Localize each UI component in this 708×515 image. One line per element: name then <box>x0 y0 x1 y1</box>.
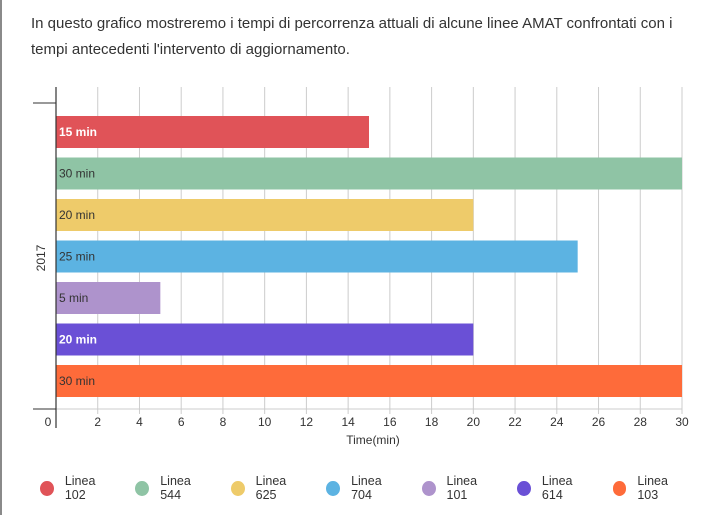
legend-label: Linea 614 <box>541 474 573 502</box>
bar-value-label: 20 min <box>59 333 97 347</box>
x-tick-label: 2 <box>94 415 101 429</box>
x-tick-label: 30 <box>675 415 689 429</box>
legend-swatch <box>421 480 436 496</box>
legend-item: Linea 101 <box>421 474 497 502</box>
legend-label: Linea 102 <box>64 474 96 502</box>
legend-label: Linea 101 <box>446 474 478 502</box>
bar-value-label: 30 min <box>59 167 95 181</box>
y-category-label: 2017 <box>34 244 48 271</box>
legend-item: Linea 625 <box>230 474 306 502</box>
legend-item: Linea 614 <box>517 474 592 502</box>
bar-value-label: 15 min <box>59 125 97 139</box>
bar-linea-544 <box>56 157 682 190</box>
bar-linea-103 <box>56 365 682 397</box>
x-tick-label: 26 <box>592 415 606 429</box>
x-axis-title: Time(min) <box>346 433 400 447</box>
legend-item: Linea 544 <box>135 474 210 502</box>
x-tick-label: 8 <box>220 415 227 429</box>
x-tick-label: 0 <box>45 415 52 429</box>
legend-swatch <box>326 480 341 496</box>
legend-label: Linea 544 <box>160 474 191 502</box>
legend-swatch <box>517 480 531 496</box>
bar-linea-704 <box>56 240 578 273</box>
bar-linea-614 <box>56 323 474 356</box>
bar-linea-101 <box>56 282 161 314</box>
x-tick-label: 16 <box>383 415 397 429</box>
x-tick-label: 24 <box>550 415 564 429</box>
bar-value-label: 25 min <box>59 250 95 264</box>
x-tick-label: 22 <box>508 415 522 429</box>
bar-linea-102 <box>56 116 369 148</box>
legend-item: Linea 103 <box>612 474 688 502</box>
x-tick-label: 12 <box>300 415 314 429</box>
x-tick-label: 6 <box>178 415 185 429</box>
legend-item: Linea 102 <box>40 474 115 502</box>
chart-legend: Linea 102 Linea 544 Linea 625 Linea 704 Line… <box>40 474 708 502</box>
bar-value-label: 5 min <box>59 291 88 305</box>
x-tick-label: 18 <box>425 415 439 429</box>
legend-swatch <box>40 480 54 496</box>
x-tick-label: 4 <box>136 415 143 429</box>
bar-linea-625 <box>56 199 474 231</box>
legend-swatch <box>612 480 627 496</box>
x-tick-label: 20 <box>467 415 481 429</box>
intro-text: In questo grafico mostreremo i tempi di … <box>31 15 673 58</box>
x-tick-label: 28 <box>634 415 648 429</box>
legend-swatch <box>135 480 150 496</box>
x-tick-label: 14 <box>341 415 355 429</box>
legend-label: Linea 704 <box>351 474 382 502</box>
x-tick-label: 10 <box>258 415 272 429</box>
legend-label: Linea 103 <box>637 474 668 502</box>
legend-label: Linea 625 <box>255 474 287 502</box>
legend-swatch <box>230 480 245 496</box>
legend-item: Linea 704 <box>326 474 401 502</box>
bar-layer: 15 min 30 min 20 min 25 min 5 min 20 min 30 mi… <box>56 116 682 397</box>
bar-value-label: 30 min <box>59 374 95 388</box>
bar-value-label: 20 min <box>59 208 95 222</box>
left-border <box>0 0 2 515</box>
